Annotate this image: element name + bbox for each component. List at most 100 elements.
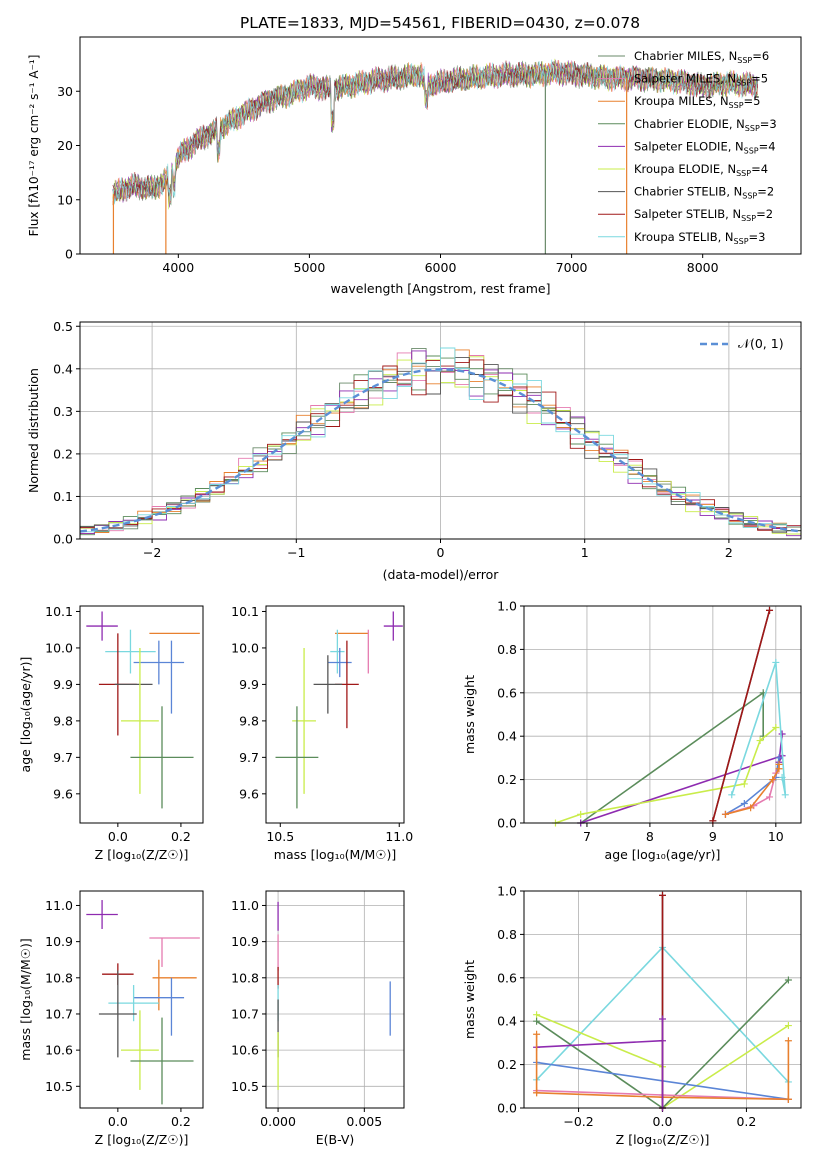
- normal-curve: [79, 368, 802, 533]
- residuals-xtick-label: 2: [725, 545, 733, 560]
- weight-marker: [784, 1022, 792, 1030]
- weight-marker: [778, 730, 786, 738]
- residuals-ylabel: Normed distribution: [26, 368, 41, 493]
- age_vs_mass-ytick-label: 9.7: [239, 750, 259, 765]
- weight-marker: [756, 737, 764, 745]
- mass_vs_Z-ytick-label: 10.9: [45, 934, 73, 949]
- legend-entry: Kroupa MILES, NSSP=5: [634, 94, 760, 110]
- weight-marker: [784, 1037, 792, 1045]
- weight_vs_Z-ytick-label: 0.0: [497, 1101, 517, 1116]
- mass_vs_ebv-ytick-label: 10.5: [231, 1079, 259, 1094]
- weight-marker: [533, 1030, 541, 1038]
- mass_vs_ebv-xtick-label: 0.000: [260, 1114, 296, 1129]
- weight_vs_Z-ytick-label: 1.0: [497, 884, 517, 899]
- age_vs_Z-errorbars: [86, 611, 200, 809]
- spectrum-ytick-label: 0: [65, 247, 73, 262]
- age_vs_Z-xtick-label: 0.2: [171, 829, 191, 844]
- mass_vs_ebv-errorbars: [277, 901, 391, 1090]
- legend-entry: Salpeter STELIB, NSSP=2: [634, 207, 773, 223]
- spectrum-xtick-label: 7000: [556, 260, 588, 275]
- spectrum-line: [112, 59, 758, 205]
- age_vs_Z-ytick-label: 9.6: [53, 786, 73, 801]
- age_vs_mass-ytick-label: 9.8: [239, 713, 259, 728]
- weight-marker: [772, 658, 780, 666]
- weight-marker: [740, 799, 748, 807]
- mass_vs_Z-ytick-label: 10.6: [45, 1043, 73, 1058]
- age_vs_mass-ytick-label: 9.6: [239, 786, 259, 801]
- mass_vs_ebv-xlabel: E(B-V): [316, 1132, 355, 1147]
- residuals-xlabel: (data-model)/error: [383, 567, 500, 582]
- residuals-histograms: [79, 347, 801, 539]
- weight_vs_Z-xtick-label: 0.2: [736, 1114, 756, 1129]
- mass_vs_ebv-ytick-label: 11.0: [231, 898, 259, 913]
- weight_vs_age-ytick-label: 0.6: [497, 685, 517, 700]
- age_vs_mass-ytick-label: 9.9: [239, 677, 259, 692]
- age_vs_Z-ytick-label: 10.1: [45, 604, 73, 619]
- mass_vs_ebv-ytick-label: 10.9: [231, 934, 259, 949]
- weight-marker: [659, 1015, 666, 1023]
- age_vs_Z-ytick-label: 9.8: [53, 713, 73, 728]
- weight_vs_Z-xtick-label: −0.2: [563, 1114, 593, 1129]
- weight_vs_age-ytick-label: 0.4: [497, 729, 517, 744]
- weight-marker: [577, 810, 585, 818]
- spectrum-xtick-label: 4000: [162, 260, 194, 275]
- mass_vs_Z-ylabel: mass [log₁₀(M/M☉)]: [18, 938, 33, 1060]
- weight-marker: [778, 773, 786, 781]
- weight-marker: [740, 780, 748, 788]
- residual-histogram: [79, 347, 801, 539]
- weight_vs_Z-ylabel: mass weight: [462, 960, 477, 1039]
- residuals-ytick-label: 0.2: [53, 446, 73, 461]
- spectrum-xtick-label: 5000: [294, 260, 326, 275]
- residuals-xtick-label: 0: [437, 545, 445, 560]
- mass_vs_Z-ytick-label: 11.0: [45, 898, 73, 913]
- spectrum-ytick-label: 30: [57, 84, 73, 99]
- weight-marker: [772, 724, 780, 732]
- mass_vs_ebv-ytick-label: 10.8: [231, 970, 259, 985]
- age_vs_Z-ytick-label: 9.7: [53, 750, 73, 765]
- spectrum-xtick-label: 6000: [425, 260, 457, 275]
- weight_vs_age-ytick-label: 0.0: [497, 816, 517, 831]
- weight_vs_age-frame: [523, 605, 802, 824]
- age_vs_mass-frame: [265, 605, 405, 824]
- legend-entry: Chabrier ELODIE, NSSP=3: [634, 117, 777, 133]
- legend-entry: Chabrier MILES, NSSP=6: [634, 49, 769, 65]
- age_vs_mass-ytick-label: 10.0: [231, 640, 259, 655]
- age_vs_mass-ytick-label: 10.1: [231, 604, 259, 619]
- weight_vs_age-ytick-label: 1.0: [497, 599, 517, 614]
- mass_vs_Z-xtick-label: 0.0: [108, 1114, 128, 1129]
- weight-line: [536, 1039, 663, 1048]
- spectrum-ytick-label: 10: [57, 192, 73, 207]
- age_vs_Z-ytick-label: 9.9: [53, 677, 73, 692]
- residuals-xtick-label: 1: [581, 545, 589, 560]
- weight_vs_age-xtick-label: 9: [709, 829, 717, 844]
- residuals-ytick-label: 0.5: [53, 319, 73, 334]
- age_vs_mass-xlabel: mass [log₁₀(M/M☉)]: [274, 847, 396, 862]
- residuals-ytick-label: 0.4: [53, 361, 73, 376]
- weight_vs_age-ylabel: mass weight: [462, 675, 477, 754]
- legend-entry: Salpeter MILES, NSSP=5: [634, 72, 768, 88]
- spectrum-xtick-label: 8000: [687, 260, 719, 275]
- mass_vs_Z-frame: [79, 890, 204, 1109]
- weight_vs_age-ytick-label: 0.8: [497, 642, 517, 657]
- mass_vs_Z-ytick-label: 10.5: [45, 1079, 73, 1094]
- age_vs_Z-ylabel: age [log₁₀(age/yr)]: [18, 657, 33, 773]
- weight-marker: [721, 810, 729, 818]
- weight_vs_age-xtick-label: 10: [768, 829, 784, 844]
- weight_vs_age-xlabel: age [log₁₀(age/yr)]: [605, 847, 721, 862]
- age_vs_Z-ytick-label: 10.0: [45, 640, 73, 655]
- residuals-ytick-label: 0.1: [53, 489, 73, 504]
- mass_vs_Z-ytick-label: 10.7: [45, 1006, 73, 1021]
- weight_vs_age-ytick-label: 0.2: [497, 772, 517, 787]
- weight-marker: [784, 1095, 792, 1103]
- spectrum-ylabel: Flux [fλ10⁻¹⁷ erg cm⁻² s⁻¹ A⁻¹]: [27, 55, 41, 237]
- weight-marker: [766, 606, 774, 614]
- residuals-xtick-label: −2: [143, 545, 161, 560]
- age_vs_Z-xtick-label: 0.0: [108, 829, 128, 844]
- weight_vs_Z-ytick-label: 0.8: [497, 927, 517, 942]
- mass_vs_Z-xlabel: Z [log₁₀(Z/Z☉)]: [95, 1132, 189, 1147]
- age_vs_Z-frame: [79, 605, 204, 824]
- age_vs_mass-xtick-label: 10.5: [266, 829, 294, 844]
- weight-line: [731, 662, 787, 796]
